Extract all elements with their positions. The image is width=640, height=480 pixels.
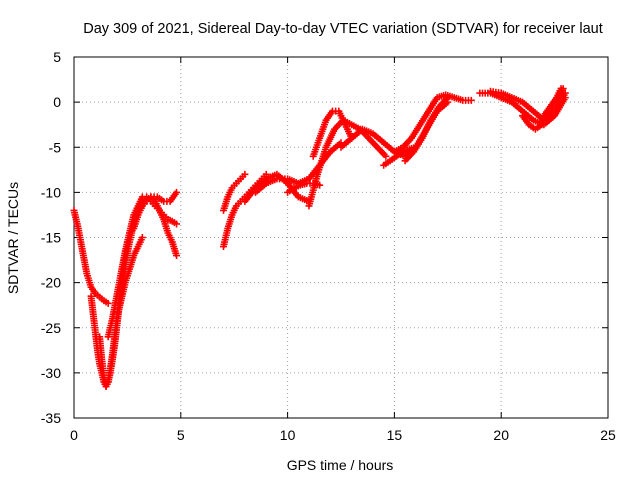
y-tick-label: -20 xyxy=(41,275,61,291)
x-tick-label: 5 xyxy=(177,427,185,443)
x-tick-label: 15 xyxy=(387,427,403,443)
data-point xyxy=(444,94,452,102)
data-point xyxy=(382,152,390,160)
data-point xyxy=(241,170,249,178)
data-point xyxy=(104,299,112,307)
y-tick-label: -15 xyxy=(41,230,61,246)
y-tick-label: -35 xyxy=(41,410,61,426)
x-axis-label: GPS time / hours xyxy=(287,457,394,473)
data-points xyxy=(70,85,569,390)
y-axis-label: SDTVAR / TECUs xyxy=(5,182,21,294)
data-point xyxy=(173,188,181,196)
data-point xyxy=(467,96,475,104)
tick-labels: 0 5 10 15 20 25 5 0 -5 -10 -15 -20 -25 -30 -35 xyxy=(41,49,616,443)
data-point xyxy=(173,220,181,228)
data-point xyxy=(138,234,146,241)
y-tick-label: 5 xyxy=(53,49,61,65)
x-tick-label: 10 xyxy=(280,427,296,443)
data-point xyxy=(559,85,567,93)
y-tick-label: 0 xyxy=(53,94,61,110)
x-tick-label: 25 xyxy=(600,427,616,443)
y-tick-label: -10 xyxy=(41,184,61,200)
axes xyxy=(73,56,609,419)
chart-title: Day 309 of 2021, Sidereal Day-to-day VTE… xyxy=(83,21,603,37)
data-point xyxy=(173,252,181,260)
x-tick-label: 0 xyxy=(70,427,78,443)
y-tick-label: -30 xyxy=(41,365,61,381)
x-tick-label: 20 xyxy=(493,427,509,443)
y-tick-label: -5 xyxy=(49,139,62,155)
y-tick-label: -25 xyxy=(41,320,61,336)
